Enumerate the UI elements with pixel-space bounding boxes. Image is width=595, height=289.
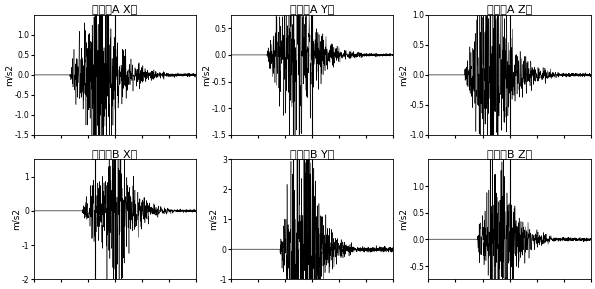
Title: 激振点A Z向: 激振点A Z向 [487,4,533,14]
Y-axis label: m/s2: m/s2 [399,208,408,230]
Title: 激振点A Y向: 激振点A Y向 [290,4,334,14]
Title: 激振点B X向: 激振点B X向 [92,149,137,159]
Title: 激振点B Y向: 激振点B Y向 [290,149,334,159]
Y-axis label: m/s2: m/s2 [202,64,211,86]
Y-axis label: m/s2: m/s2 [209,208,218,230]
Title: 激振点A X向: 激振点A X向 [92,4,137,14]
Y-axis label: m/s2: m/s2 [4,64,13,86]
Y-axis label: m/s2: m/s2 [11,208,21,230]
Title: 激振点B Z向: 激振点B Z向 [487,149,533,159]
Y-axis label: m/s2: m/s2 [399,64,408,86]
